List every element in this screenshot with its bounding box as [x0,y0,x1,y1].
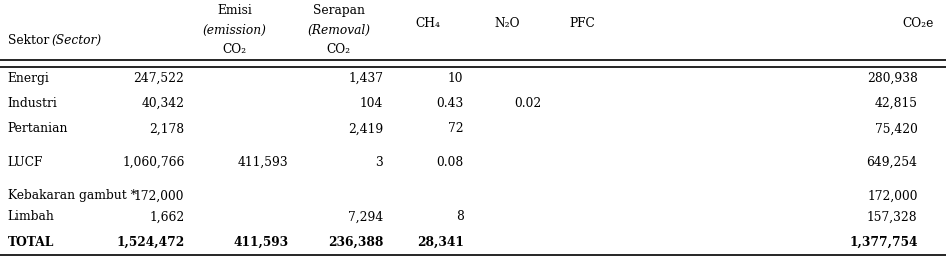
Text: Emisi: Emisi [218,4,252,17]
Text: 172,000: 172,000 [134,190,184,202]
Text: 1,662: 1,662 [149,211,184,223]
Text: 72: 72 [447,122,464,135]
Text: PFC: PFC [569,17,596,30]
Text: 172,000: 172,000 [867,190,918,202]
Text: 0.08: 0.08 [436,156,464,169]
Text: 1,377,754: 1,377,754 [850,236,918,249]
Text: 0.43: 0.43 [436,97,464,110]
Text: 42,815: 42,815 [875,97,918,110]
Text: 3: 3 [376,156,383,169]
Text: 1,060,766: 1,060,766 [122,156,184,169]
Text: (emission): (emission) [202,24,267,37]
Text: Sektor: Sektor [8,34,53,47]
Text: CH₄: CH₄ [415,17,440,30]
Text: Limbah: Limbah [8,211,55,223]
Text: 104: 104 [359,97,383,110]
Text: 411,593: 411,593 [237,156,289,169]
Text: 649,254: 649,254 [867,156,918,169]
Text: 2,178: 2,178 [149,122,184,135]
Text: 236,388: 236,388 [327,236,383,249]
Text: CO₂e: CO₂e [902,17,934,30]
Text: 1,437: 1,437 [348,72,383,85]
Text: 0.02: 0.02 [514,97,541,110]
Text: CO₂: CO₂ [326,43,351,56]
Text: Kebakaran gambut *: Kebakaran gambut * [8,190,136,202]
Text: 280,938: 280,938 [867,72,918,85]
Text: TOTAL: TOTAL [8,236,54,249]
Text: N₂O: N₂O [495,17,519,30]
Text: Industri: Industri [8,97,58,110]
Text: 8: 8 [456,211,464,223]
Text: 7,294: 7,294 [348,211,383,223]
Text: 75,420: 75,420 [875,122,918,135]
Text: Pertanian: Pertanian [8,122,68,135]
Text: 1,524,472: 1,524,472 [116,236,184,249]
Text: Energi: Energi [8,72,49,85]
Text: 28,341: 28,341 [416,236,464,249]
Text: 40,342: 40,342 [142,97,184,110]
Text: CO₂: CO₂ [222,43,247,56]
Text: (Sector): (Sector) [51,34,101,47]
Text: Serapan: Serapan [313,4,364,17]
Text: 157,328: 157,328 [867,211,918,223]
Text: 247,522: 247,522 [133,72,184,85]
Text: LUCF: LUCF [8,156,43,169]
Text: 411,593: 411,593 [234,236,289,249]
Text: 10: 10 [448,72,464,85]
Text: 2,419: 2,419 [348,122,383,135]
Text: (Removal): (Removal) [307,24,370,37]
